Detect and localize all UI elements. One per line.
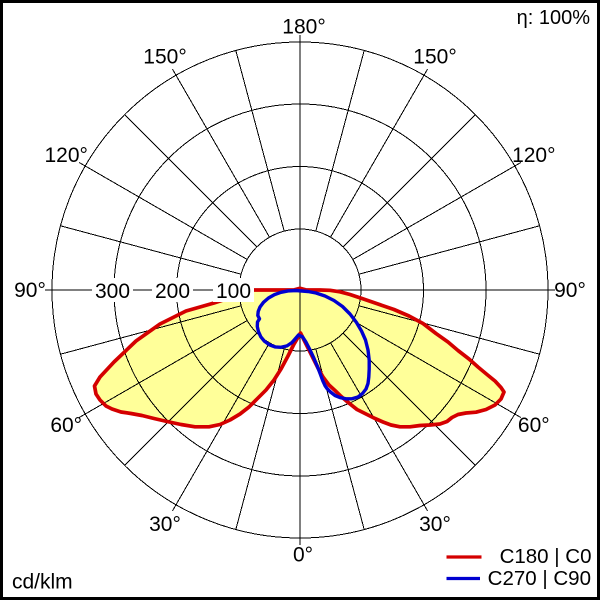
svg-text:100: 100 (216, 280, 251, 303)
svg-text:150°: 150° (413, 45, 456, 68)
svg-text:300: 300 (95, 280, 130, 303)
svg-text:30°: 30° (419, 513, 451, 536)
svg-text:120°: 120° (512, 144, 555, 167)
svg-text:120°: 120° (44, 144, 87, 167)
svg-text:C180 | C0: C180 | C0 (500, 545, 592, 568)
svg-text:150°: 150° (143, 45, 186, 68)
svg-text:0°: 0° (293, 544, 313, 567)
svg-text:200: 200 (155, 280, 190, 303)
svg-text:60°: 60° (50, 414, 82, 437)
svg-text:C270 | C90: C270 | C90 (488, 567, 591, 590)
svg-text:90°: 90° (14, 279, 46, 302)
svg-text:180°: 180° (282, 16, 325, 39)
svg-text:η: 100%: η: 100% (517, 7, 591, 29)
svg-text:30°: 30° (149, 513, 181, 536)
svg-text:60°: 60° (518, 414, 550, 437)
svg-text:90°: 90° (554, 279, 586, 302)
svg-text:cd/klm: cd/klm (12, 571, 73, 594)
